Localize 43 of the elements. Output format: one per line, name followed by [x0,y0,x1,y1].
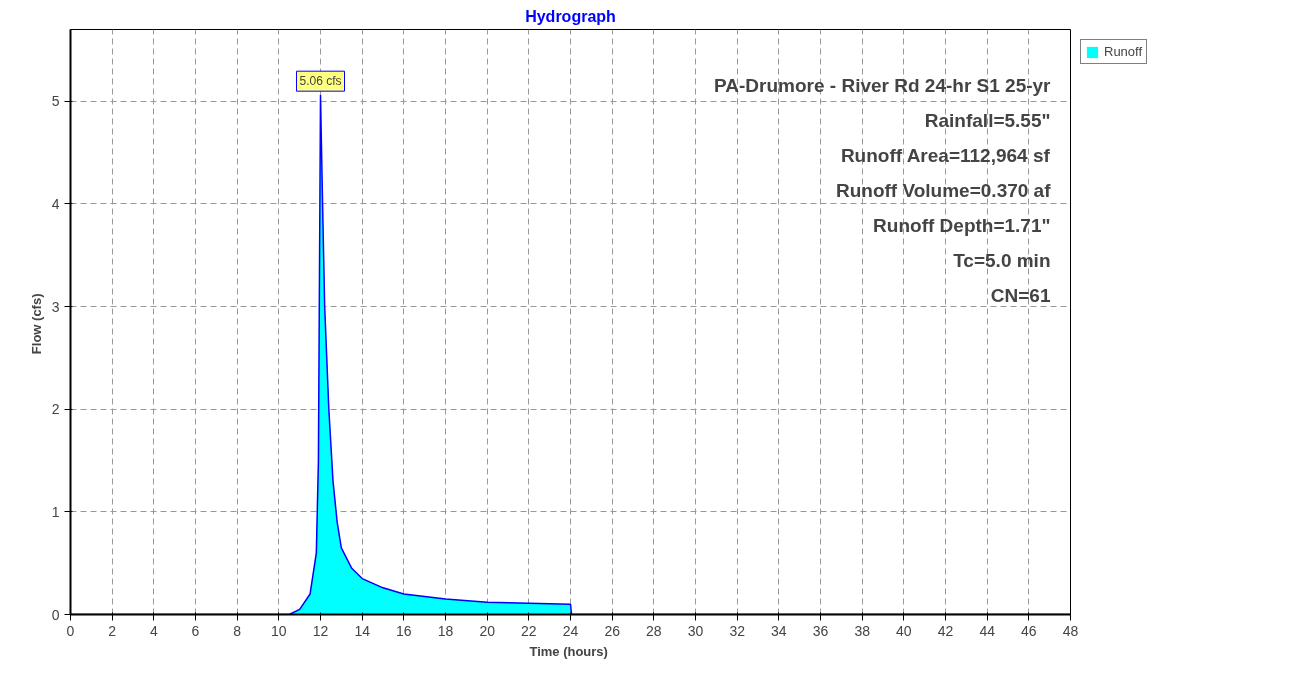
x-tick-label: 12 [312,622,329,639]
y-tick-label: 3 [51,298,60,315]
x-tick-label: 24 [562,622,579,639]
x-tick-label: 14 [354,622,371,639]
annotation: Runoff Depth=1.71" [873,214,1051,236]
x-tick-label: 34 [771,622,787,639]
x-tick-label: 16 [396,622,412,639]
x-tick-label: 18 [437,622,454,639]
annotation: Runoff Volume=0.370 af [836,179,1052,201]
x-tick-label: 44 [979,622,996,639]
legend-label: Runoff [1104,44,1143,59]
x-tick-label: 2 [108,622,117,639]
x-tick-label: 26 [604,622,621,639]
x-tick-label: 38 [854,622,871,639]
x-tick-label: 4 [149,622,158,639]
x-tick-label: 10 [271,622,287,639]
x-tick-label: 36 [812,622,829,639]
x-tick-label: 32 [729,622,746,639]
x-tick-label: 48 [1062,622,1079,639]
y-tick-label: 1 [51,503,60,520]
x-tick-label: 40 [896,622,912,639]
y-axis-title: Flow (cfs) [28,293,44,355]
annotation: CN=61 [990,284,1051,306]
x-tick-label: 46 [1021,622,1037,639]
annotation: Tc=5.0 min [953,249,1051,271]
y-tick-label: 2 [51,401,60,418]
y-tick-label: 5 [51,93,60,110]
annotation: Rainfall=5.55" [924,109,1051,131]
x-tick-label: 28 [646,622,662,639]
y-tick-label: 0 [51,606,60,623]
x-tick-label: 42 [937,622,954,639]
x-tick-label: 6 [191,622,200,639]
annotation: Runoff Area=112,964 sf [840,144,1051,166]
annotation: PA-Drumore - River Rd 24-hr S1 25-yr [714,74,1052,96]
x-axis-title: Time (hours) [529,643,608,659]
y-tick-label: 4 [51,195,60,212]
x-tick-label: 20 [479,622,496,639]
annotation: 5.06 cfs [299,74,342,89]
x-tick-label: 8 [233,622,242,639]
x-tick-label: 0 [66,622,75,639]
x-tick-label: 22 [521,622,537,639]
x-tick-label: 30 [687,622,704,639]
chart-title: Hydrograph [525,7,616,25]
